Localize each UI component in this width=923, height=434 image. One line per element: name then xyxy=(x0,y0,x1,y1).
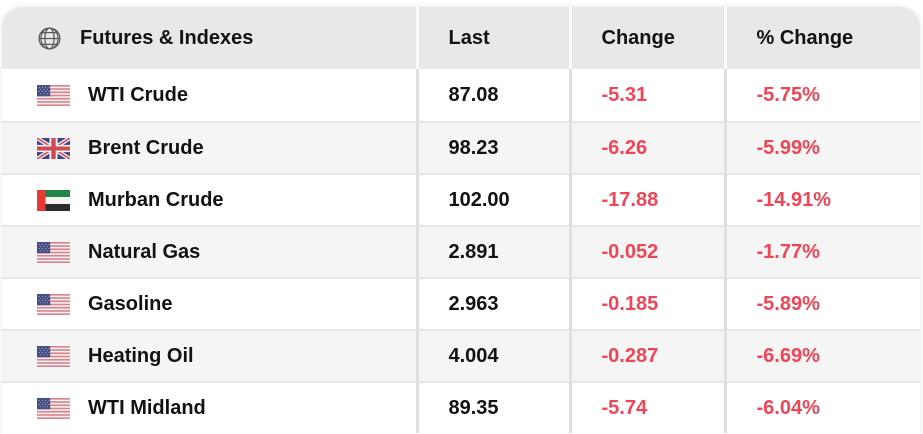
table-header-row: Futures & Indexes Last Change % Change xyxy=(2,7,920,69)
header-last: Last xyxy=(415,7,570,69)
table-row-wti-crude[interactable]: WTI Crude 87.08 -5.31 -5.75% xyxy=(2,69,920,122)
last-value: 87.08 xyxy=(415,69,570,122)
header-label: Futures & Indexes xyxy=(80,26,254,49)
futures-table: Futures & Indexes Last Change % Change W… xyxy=(2,7,920,433)
globe-icon xyxy=(37,26,62,51)
last-value: 98.23 xyxy=(415,121,570,174)
pct-change-value: -1.77% xyxy=(723,225,920,278)
table-row-heating-oil[interactable]: Heating Oil 4.004 -0.287 -6.69% xyxy=(2,329,920,382)
last-value: 4.004 xyxy=(415,329,570,382)
change-value: -6.26 xyxy=(568,121,725,174)
last-value: 2.963 xyxy=(415,277,570,330)
us-flag-icon xyxy=(37,346,70,367)
change-value: -0.052 xyxy=(568,225,725,278)
table-row-brent-crude[interactable]: Brent Crude 98.23 -6.26 -5.99% xyxy=(2,121,920,174)
futures-indexes-widget: Futures & Indexes Last Change % Change W… xyxy=(2,7,920,434)
instrument-name: Brent Crude xyxy=(88,136,204,159)
last-value: 89.35 xyxy=(415,381,570,433)
table-row-wti-midland[interactable]: WTI Midland 89.35 -5.74 -6.04% xyxy=(2,381,920,433)
last-value: 102.00 xyxy=(415,173,570,226)
us-flag-icon xyxy=(37,294,70,315)
pct-change-value: -5.99% xyxy=(723,121,920,174)
pct-change-value: -5.89% xyxy=(723,277,920,330)
instrument-name: Gasoline xyxy=(88,292,173,315)
uae-flag-icon xyxy=(37,190,70,211)
header-change: Change xyxy=(568,7,725,69)
instrument-name: WTI Midland xyxy=(88,396,206,419)
instrument-name: Natural Gas xyxy=(88,240,201,263)
instrument-name: WTI Crude xyxy=(88,83,188,106)
us-flag-icon xyxy=(37,398,70,419)
instrument-name: Heating Oil xyxy=(88,344,194,367)
pct-change-value: -6.04% xyxy=(723,381,920,433)
change-value: -5.31 xyxy=(568,69,725,122)
pct-change-value: -14.91% xyxy=(723,173,920,226)
table-row-natural-gas[interactable]: Natural Gas 2.891 -0.052 -1.77% xyxy=(2,225,920,278)
pct-change-value: -5.75% xyxy=(723,69,920,122)
uk-flag-icon xyxy=(37,138,70,159)
instrument-name: Murban Crude xyxy=(88,188,224,211)
change-value: -17.88 xyxy=(568,173,725,226)
last-value: 2.891 xyxy=(415,225,570,278)
change-value: -5.74 xyxy=(568,381,725,433)
pct-change-value: -6.69% xyxy=(723,329,920,382)
header-futures-indexes: Futures & Indexes xyxy=(2,7,417,69)
us-flag-icon xyxy=(37,85,70,106)
change-value: -0.287 xyxy=(568,329,725,382)
table-row-murban-crude[interactable]: Murban Crude 102.00 -17.88 -14.91% xyxy=(2,173,920,226)
header-pct-change: % Change xyxy=(723,7,920,69)
table-row-gasoline[interactable]: Gasoline 2.963 -0.185 -5.89% xyxy=(2,277,920,330)
us-flag-icon xyxy=(37,242,70,263)
change-value: -0.185 xyxy=(568,277,725,330)
